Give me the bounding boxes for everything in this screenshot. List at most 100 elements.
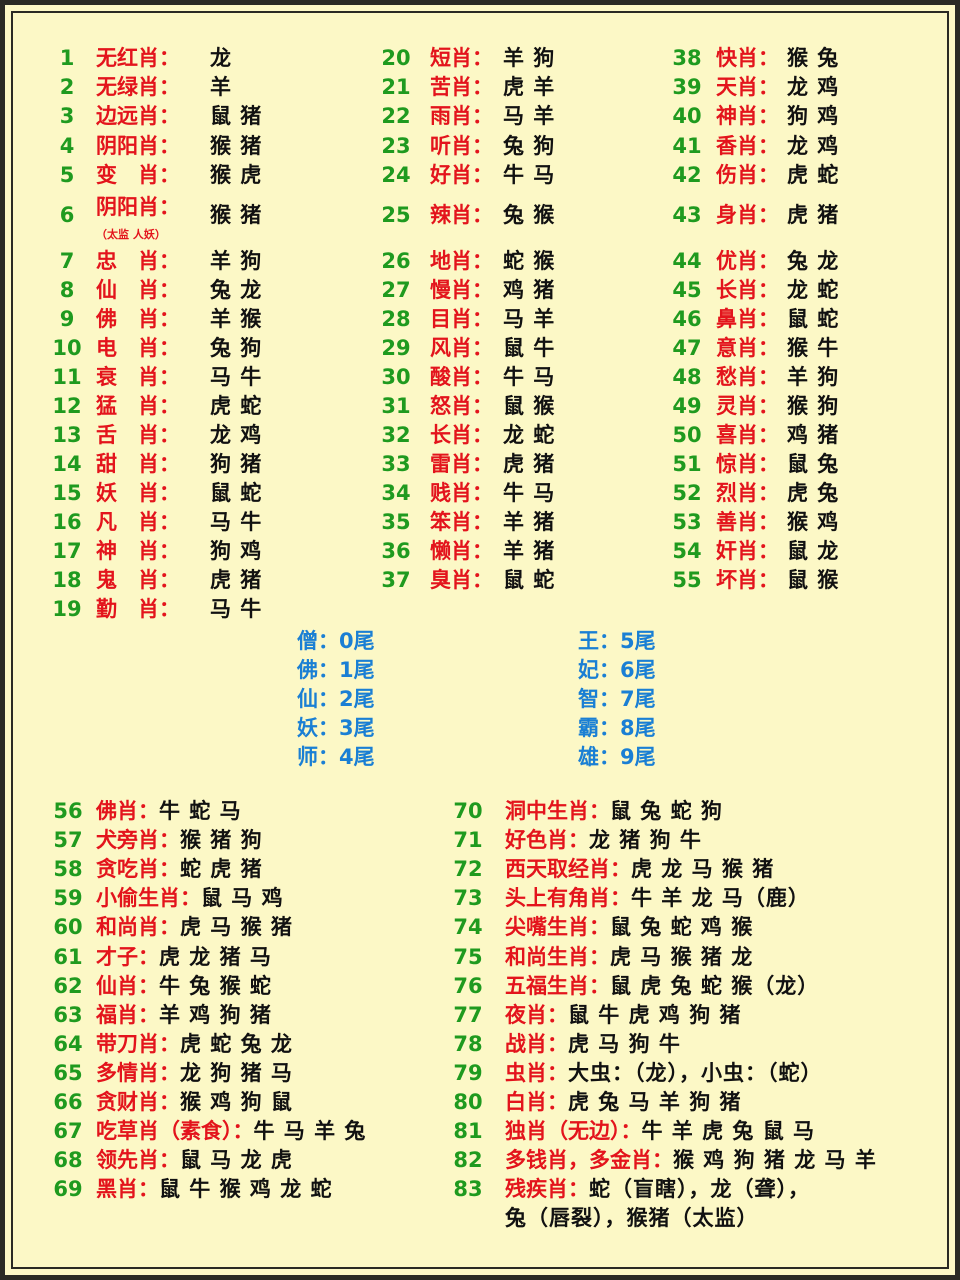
- tail-item: 雄：9尾: [578, 745, 656, 769]
- entry-value: 兔 龙: [787, 249, 840, 273]
- entry-note: （太监 人妖）: [96, 228, 166, 241]
- entry-value: 鼠 猴: [503, 394, 556, 418]
- entry-label: 烈肖：: [716, 481, 779, 505]
- entry-label: 意肖：: [716, 336, 779, 360]
- entry-number: 44: [672, 249, 702, 273]
- entry-value: 狗 猪: [210, 452, 263, 476]
- entry-row: 25 辣肖： 兔 猴: [5, 202, 945, 228]
- entry-number: 39: [672, 75, 702, 100]
- entry-row: 45 长肖： 龙 蛇: [5, 277, 945, 303]
- entry-label: 吃草肖（素食）：: [96, 1119, 254, 1144]
- entry-label: 奸肖：: [716, 539, 779, 563]
- tail-item: 王：5尾: [578, 629, 656, 653]
- entry-number: 53: [672, 510, 702, 534]
- entry-row: 73 头上有角肖：牛 羊 龙 马（鹿）: [453, 885, 810, 911]
- entry-value: 鼠 猴: [787, 568, 840, 592]
- entry-value: 鼠 蛇: [210, 481, 263, 505]
- tail-item: 师：4尾: [297, 745, 375, 769]
- entry-number: 50: [672, 423, 702, 447]
- entry-number: 30: [381, 365, 411, 389]
- entry-number: 32: [381, 423, 411, 447]
- entry-number: 47: [672, 336, 702, 360]
- entry-row: 53 善肖： 猴 鸡: [5, 509, 945, 535]
- entry-row: 55 坏肖： 鼠 猴: [5, 567, 945, 593]
- entry-value: 狗 鸡: [787, 104, 840, 129]
- entry-label: 喜肖：: [716, 423, 779, 447]
- entry-number: 35: [381, 510, 411, 534]
- entry-number: 70: [453, 799, 483, 823]
- entry-value: 羊 狗: [787, 365, 840, 389]
- entry-number: 55: [672, 568, 702, 592]
- entry-row: 64 带刀肖：虎 蛇 兔 龙: [53, 1031, 293, 1057]
- tail-item: 仙：2尾: [297, 687, 375, 711]
- entry-label: 带刀肖：: [96, 1031, 180, 1056]
- entry-label: 白肖：: [505, 1090, 568, 1114]
- entry-value: 鼠 蛇: [503, 568, 556, 592]
- entry-label: 仙肖：: [96, 973, 159, 998]
- entry-value: 牛 马: [503, 481, 556, 505]
- entry-number: 67: [53, 1119, 83, 1144]
- entry-row: 77 夜肖：鼠 牛 虎 鸡 狗 猪: [453, 1002, 742, 1028]
- entry-value: 鼠 兔 蛇 狗: [610, 799, 723, 823]
- entry-value: 鼠 牛 猴 鸡 龙 蛇: [159, 1177, 333, 1202]
- entry-row: 68 领先肖：鼠 马 龙 虎: [53, 1147, 293, 1173]
- entry-label: 慢肖：: [430, 278, 493, 302]
- entry-value: 虎 蛇: [210, 394, 263, 418]
- entry-row: 21 苦肖： 虎 羊: [5, 74, 945, 100]
- entry-label: 五福生肖：: [505, 973, 610, 998]
- entry-number: 15: [52, 481, 82, 505]
- entry-number: 78: [453, 1031, 483, 1056]
- entry-label: 神 肖：: [96, 539, 180, 563]
- entry-number: 76: [453, 973, 483, 998]
- entry-number: 6: [59, 203, 75, 227]
- entry-label: 凡 肖：: [96, 510, 180, 534]
- entry-value: 蛇 猴: [503, 249, 556, 273]
- entry-label: 领先肖：: [96, 1148, 180, 1173]
- entry-value: 虎 兔 马 羊 狗 猪: [568, 1090, 742, 1114]
- entry-number: 42: [672, 162, 702, 187]
- entry-label: 和尚生肖：: [505, 944, 610, 969]
- entry-label: 福肖：: [96, 1002, 159, 1027]
- entry-number: 81: [453, 1119, 483, 1144]
- entry-row: 38 快肖： 猴 兔: [5, 45, 945, 71]
- entry-row: 28 目肖： 马 羊: [5, 306, 945, 332]
- entry-label: 目肖：: [430, 307, 493, 331]
- entry-row: 11 衰 肖： 马 牛: [5, 364, 945, 390]
- entry-number: 82: [453, 1148, 483, 1173]
- entry-value: 龙 鸡: [787, 75, 840, 100]
- entry-row: 78 战肖：虎 马 狗 牛: [453, 1031, 681, 1057]
- entry-number: 8: [59, 278, 75, 302]
- entry-row: 48 愁肖： 羊 狗: [5, 364, 945, 390]
- tail-item: 佛：1尾: [297, 658, 375, 682]
- entry-label: 好色肖：: [505, 828, 589, 853]
- entry-row: 兔（唇裂），猴猪（太监）: [505, 1205, 759, 1231]
- entry-row: 43 身肖： 虎 猪: [5, 202, 945, 228]
- entry-label: 愁肖：: [716, 365, 779, 389]
- entry-value: 鼠 兔 蛇 鸡 猴: [610, 915, 754, 940]
- entry-row: 69 黑肖：鼠 牛 猴 鸡 龙 蛇: [53, 1176, 333, 1202]
- entry-number: 28: [381, 307, 411, 331]
- entry-row: 41 香肖： 龙 鸡: [5, 133, 945, 159]
- entry-number: 21: [381, 75, 411, 100]
- entry-number: 38: [672, 46, 702, 70]
- entry-value: 虎 猪: [787, 203, 840, 227]
- entry-label: 妖 肖：: [96, 481, 180, 505]
- entry-row: 7 忠 肖： 羊 狗: [5, 248, 945, 274]
- entry-row: 57 犬旁肖：猴 猪 狗: [53, 827, 263, 853]
- entry-row: 5 变 肖： 猴 虎: [5, 162, 945, 188]
- entry-value: 龙 狗 猪 马: [180, 1060, 293, 1085]
- entry-value: 羊 猪: [503, 539, 556, 563]
- entry-row: 9 佛 肖： 羊 猴: [5, 306, 945, 332]
- entry-value: 猴 猪: [210, 133, 263, 158]
- entry-label: 酸肖：: [430, 365, 493, 389]
- entry-row: 17 神 肖： 狗 鸡: [5, 538, 945, 564]
- entry-row: 22 雨肖： 马 羊: [5, 103, 945, 129]
- entry-row: 4 阴阳肖： 猴 猪: [5, 133, 945, 159]
- entry-label: 才子：: [96, 944, 159, 969]
- entry-row: 70 洞中生肖：鼠 兔 蛇 狗: [453, 798, 723, 824]
- entry-number: 29: [381, 336, 411, 360]
- entry-row: 60 和尚肖：虎 马 猴 猪: [53, 914, 293, 940]
- entry-label: 听肖：: [430, 133, 493, 158]
- entry-value: 马 牛: [210, 597, 263, 621]
